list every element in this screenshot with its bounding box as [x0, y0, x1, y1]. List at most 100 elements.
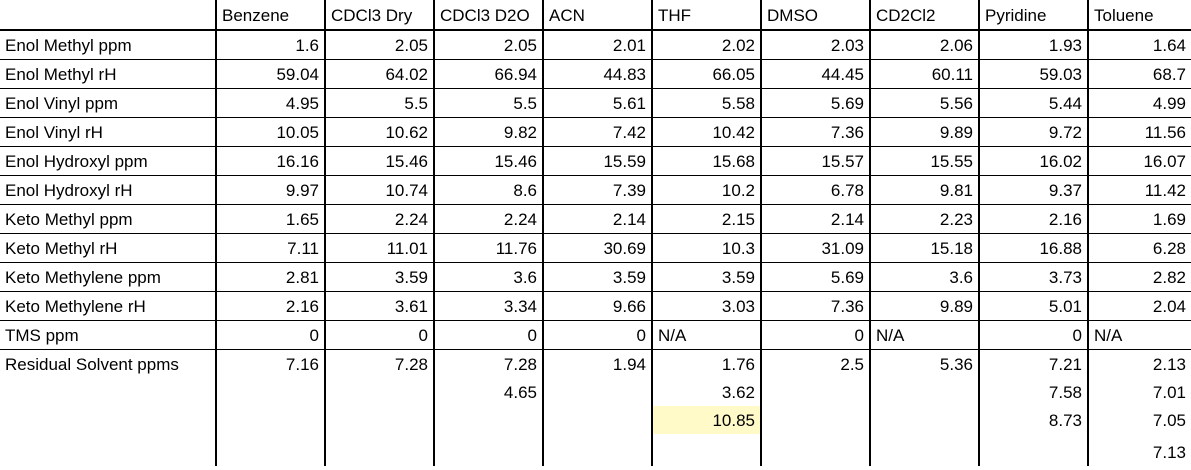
table-cell[interactable]: [761, 434, 870, 466]
table-cell[interactable]: 9.81: [870, 176, 979, 205]
table-cell[interactable]: 15.57: [761, 147, 870, 176]
table-cell[interactable]: 1.76: [652, 350, 761, 379]
table-cell[interactable]: 3.73: [979, 263, 1088, 292]
row-label[interactable]: Keto Methyl rH: [0, 234, 216, 263]
table-cell[interactable]: [325, 406, 434, 434]
table-cell[interactable]: 4.99: [1088, 89, 1191, 118]
table-cell[interactable]: [216, 378, 325, 406]
table-cell[interactable]: 31.09: [761, 234, 870, 263]
table-cell[interactable]: 7.16: [216, 350, 325, 379]
table-cell[interactable]: 66.94: [434, 60, 543, 89]
table-cell[interactable]: 10.3: [652, 234, 761, 263]
table-cell[interactable]: 2.02: [652, 30, 761, 60]
table-cell[interactable]: 11.01: [325, 234, 434, 263]
table-cell[interactable]: 2.24: [325, 205, 434, 234]
table-cell[interactable]: N/A: [1088, 321, 1191, 350]
table-cell[interactable]: 3.61: [325, 292, 434, 321]
row-label[interactable]: [0, 406, 216, 434]
table-cell[interactable]: 0: [979, 321, 1088, 350]
table-cell[interactable]: 2.82: [1088, 263, 1191, 292]
table-cell[interactable]: 1.69: [1088, 205, 1191, 234]
table-cell[interactable]: 2.06: [870, 30, 979, 60]
table-cell[interactable]: [216, 434, 325, 466]
table-cell[interactable]: 5.56: [870, 89, 979, 118]
row-label[interactable]: Enol Vinyl ppm: [0, 89, 216, 118]
table-cell[interactable]: 3.34: [434, 292, 543, 321]
table-cell[interactable]: 5.5: [325, 89, 434, 118]
table-cell[interactable]: 10.62: [325, 118, 434, 147]
row-label[interactable]: Keto Methylene rH: [0, 292, 216, 321]
table-cell[interactable]: 7.36: [761, 118, 870, 147]
table-cell[interactable]: 5.36: [870, 350, 979, 379]
table-cell[interactable]: 10.74: [325, 176, 434, 205]
table-cell[interactable]: 2.14: [543, 205, 652, 234]
table-cell[interactable]: 59.03: [979, 60, 1088, 89]
table-cell[interactable]: 3.6: [870, 263, 979, 292]
table-cell[interactable]: [216, 406, 325, 434]
table-cell[interactable]: [543, 434, 652, 466]
table-cell[interactable]: 2.14: [761, 205, 870, 234]
column-header-cdcl3-dry[interactable]: CDCl3 Dry: [325, 0, 434, 30]
table-cell[interactable]: 4.65: [434, 378, 543, 406]
row-label[interactable]: Enol Vinyl rH: [0, 118, 216, 147]
table-cell[interactable]: 9.97: [216, 176, 325, 205]
row-label[interactable]: [0, 434, 216, 466]
table-cell[interactable]: N/A: [870, 321, 979, 350]
table-cell[interactable]: 5.69: [761, 89, 870, 118]
table-cell[interactable]: 5.44: [979, 89, 1088, 118]
table-cell[interactable]: [325, 434, 434, 466]
table-cell[interactable]: [761, 406, 870, 434]
table-cell[interactable]: [543, 406, 652, 434]
table-cell[interactable]: 3.62: [652, 378, 761, 406]
table-cell[interactable]: 15.59: [543, 147, 652, 176]
table-cell[interactable]: [652, 434, 761, 466]
table-cell[interactable]: 1.93: [979, 30, 1088, 60]
table-cell[interactable]: [434, 434, 543, 466]
table-cell[interactable]: 2.13: [1088, 350, 1191, 379]
table-cell[interactable]: 44.83: [543, 60, 652, 89]
table-cell[interactable]: 4.95: [216, 89, 325, 118]
table-cell[interactable]: 7.39: [543, 176, 652, 205]
table-cell[interactable]: 11.76: [434, 234, 543, 263]
table-cell[interactable]: [434, 406, 543, 434]
table-cell[interactable]: 2.23: [870, 205, 979, 234]
table-cell[interactable]: 5.69: [761, 263, 870, 292]
table-cell[interactable]: 15.46: [434, 147, 543, 176]
table-cell[interactable]: 3.6: [434, 263, 543, 292]
table-cell[interactable]: 6.78: [761, 176, 870, 205]
table-cell[interactable]: 0: [434, 321, 543, 350]
table-cell[interactable]: 30.69: [543, 234, 652, 263]
column-header-cdcl3-d2o[interactable]: CDCl3 D2O: [434, 0, 543, 30]
row-label[interactable]: Enol Methyl rH: [0, 60, 216, 89]
table-cell[interactable]: 0: [761, 321, 870, 350]
table-cell[interactable]: 2.16: [979, 205, 1088, 234]
table-cell[interactable]: 9.66: [543, 292, 652, 321]
column-header-cd2cl2[interactable]: CD2Cl2: [870, 0, 979, 30]
column-header-dmso[interactable]: DMSO: [761, 0, 870, 30]
table-cell[interactable]: 2.81: [216, 263, 325, 292]
table-cell[interactable]: 10.05: [216, 118, 325, 147]
table-cell[interactable]: 8.6: [434, 176, 543, 205]
column-header-pyridine[interactable]: Pyridine: [979, 0, 1088, 30]
table-cell[interactable]: 2.15: [652, 205, 761, 234]
table-cell[interactable]: [761, 378, 870, 406]
table-cell[interactable]: 7.05: [1088, 406, 1191, 434]
table-cell[interactable]: [870, 434, 979, 466]
table-cell[interactable]: 0: [325, 321, 434, 350]
table-cell[interactable]: 2.16: [216, 292, 325, 321]
table-cell[interactable]: 2.24: [434, 205, 543, 234]
table-cell[interactable]: 1.65: [216, 205, 325, 234]
table-cell[interactable]: 2.04: [1088, 292, 1191, 321]
table-cell[interactable]: 11.56: [1088, 118, 1191, 147]
table-cell[interactable]: 5.5: [434, 89, 543, 118]
table-cell[interactable]: 10.2: [652, 176, 761, 205]
header-corner-cell[interactable]: [0, 0, 216, 30]
table-cell[interactable]: 15.68: [652, 147, 761, 176]
table-cell[interactable]: 3.59: [543, 263, 652, 292]
table-cell[interactable]: 7.21: [979, 350, 1088, 379]
table-cell[interactable]: 64.02: [325, 60, 434, 89]
table-cell[interactable]: 60.11: [870, 60, 979, 89]
table-cell[interactable]: 7.13: [1088, 434, 1191, 466]
row-label[interactable]: Enol Hydroxyl rH: [0, 176, 216, 205]
table-cell[interactable]: 16.88: [979, 234, 1088, 263]
